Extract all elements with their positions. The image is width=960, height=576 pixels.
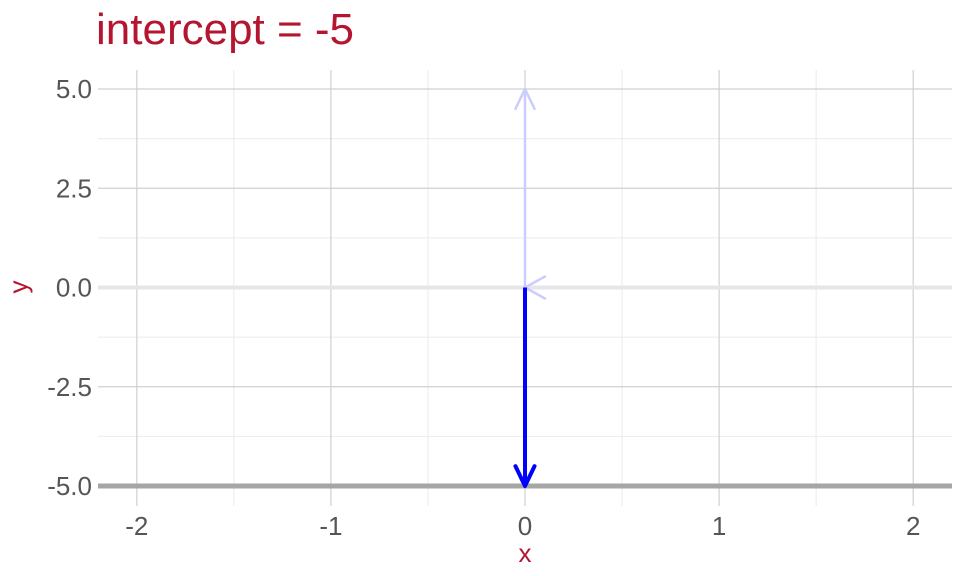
arrow-head <box>514 87 536 111</box>
arrows <box>513 87 547 488</box>
y-tick-label: 0.0 <box>56 273 92 303</box>
x-tick-label: 0 <box>518 511 532 541</box>
x-axis-title: x <box>519 538 532 568</box>
y-tick-label: -5.0 <box>47 471 92 501</box>
x-tick-label: 1 <box>712 511 726 541</box>
y-tick-label: 5.0 <box>56 74 92 104</box>
tick-labels: -2 -1 0 1 2 5.0 2.5 0.0 -2.5 -5.0 <box>47 74 920 541</box>
x-tick-label: 2 <box>906 511 920 541</box>
arrow-head <box>513 464 537 488</box>
y-tick-label: 2.5 <box>56 173 92 203</box>
x-tick-label: -1 <box>319 511 342 541</box>
y-tick-label: -2.5 <box>47 372 92 402</box>
y-axis-title: y <box>3 281 33 294</box>
chart-title: intercept = -5 <box>96 5 354 54</box>
intercept-arrow <box>513 287 537 488</box>
faded-arrow <box>514 87 536 288</box>
x-tick-label: -2 <box>125 511 148 541</box>
